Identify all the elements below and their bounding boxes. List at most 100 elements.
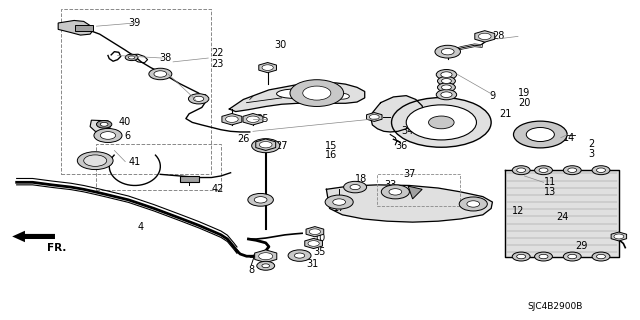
Text: 11: 11	[543, 177, 556, 187]
Circle shape	[259, 142, 272, 149]
Circle shape	[513, 121, 567, 148]
Circle shape	[568, 254, 577, 259]
Circle shape	[252, 139, 280, 153]
Bar	[378, 174, 461, 206]
Polygon shape	[222, 114, 242, 125]
Circle shape	[592, 252, 610, 261]
Text: 35: 35	[314, 247, 326, 257]
Polygon shape	[256, 139, 276, 150]
Polygon shape	[367, 113, 382, 122]
Text: 42: 42	[211, 184, 224, 194]
Circle shape	[563, 252, 581, 261]
Text: 37: 37	[403, 169, 415, 179]
Text: 7: 7	[248, 257, 255, 267]
Text: 25: 25	[256, 114, 269, 124]
Circle shape	[369, 115, 379, 119]
Bar	[76, 25, 93, 31]
Circle shape	[257, 261, 275, 270]
Circle shape	[512, 166, 530, 175]
Circle shape	[389, 189, 402, 195]
Circle shape	[94, 128, 122, 142]
Circle shape	[288, 250, 311, 261]
Polygon shape	[611, 232, 627, 241]
Circle shape	[596, 168, 605, 172]
Circle shape	[442, 85, 451, 90]
Polygon shape	[12, 231, 55, 242]
Text: 38: 38	[159, 53, 172, 63]
Circle shape	[129, 56, 135, 59]
Text: 36: 36	[396, 141, 408, 151]
Circle shape	[516, 254, 525, 259]
Circle shape	[344, 181, 367, 193]
Bar	[97, 144, 221, 190]
Circle shape	[438, 76, 456, 85]
Ellipse shape	[276, 89, 315, 99]
Text: 23: 23	[211, 60, 224, 69]
Polygon shape	[58, 20, 93, 35]
Circle shape	[435, 45, 461, 58]
Text: 41: 41	[129, 156, 141, 167]
Polygon shape	[259, 62, 276, 73]
Circle shape	[592, 166, 610, 175]
Circle shape	[534, 252, 552, 261]
Circle shape	[526, 127, 554, 141]
Text: 28: 28	[492, 31, 505, 41]
Circle shape	[406, 105, 476, 140]
Circle shape	[441, 72, 452, 77]
Text: 29: 29	[575, 241, 588, 251]
Ellipse shape	[335, 93, 349, 99]
Circle shape	[193, 96, 204, 101]
Polygon shape	[326, 185, 492, 222]
Text: 17: 17	[333, 203, 345, 213]
Text: 3: 3	[588, 148, 595, 159]
Text: 18: 18	[355, 174, 367, 184]
Circle shape	[325, 195, 353, 209]
Text: 12: 12	[511, 206, 524, 216]
Circle shape	[534, 166, 552, 175]
Polygon shape	[243, 114, 263, 125]
Circle shape	[262, 65, 273, 70]
Circle shape	[84, 155, 107, 166]
Text: 40: 40	[119, 117, 131, 127]
Polygon shape	[475, 31, 495, 42]
Circle shape	[516, 168, 525, 172]
Text: 24: 24	[556, 212, 569, 222]
Circle shape	[188, 94, 209, 104]
Polygon shape	[408, 186, 422, 199]
Circle shape	[596, 254, 605, 259]
Text: 8: 8	[248, 265, 255, 275]
Text: 31: 31	[306, 259, 318, 268]
Circle shape	[254, 197, 267, 203]
Circle shape	[441, 92, 452, 98]
Circle shape	[248, 194, 273, 206]
Circle shape	[88, 157, 103, 164]
Circle shape	[309, 229, 321, 235]
Text: 25: 25	[195, 94, 208, 104]
Circle shape	[333, 199, 346, 205]
Circle shape	[429, 116, 454, 129]
Circle shape	[350, 185, 360, 190]
Polygon shape	[229, 83, 365, 112]
Circle shape	[436, 90, 457, 100]
Circle shape	[308, 241, 319, 246]
Text: 10: 10	[314, 233, 326, 243]
Circle shape	[225, 116, 238, 122]
Circle shape	[77, 152, 113, 170]
Text: FR.: FR.	[47, 244, 66, 253]
Text: 32: 32	[255, 196, 268, 206]
Circle shape	[125, 54, 138, 60]
Circle shape	[436, 69, 457, 80]
Text: 30: 30	[274, 40, 286, 50]
Polygon shape	[305, 238, 323, 249]
Text: 39: 39	[129, 18, 141, 28]
Text: 6: 6	[124, 131, 130, 141]
Circle shape	[442, 78, 451, 84]
Circle shape	[97, 121, 112, 128]
Circle shape	[100, 132, 116, 139]
Text: 2: 2	[588, 139, 595, 149]
Text: 33: 33	[384, 180, 396, 190]
Circle shape	[149, 68, 172, 80]
Text: 22: 22	[211, 48, 224, 58]
Text: SJC4B2900B: SJC4B2900B	[527, 302, 583, 311]
Circle shape	[539, 168, 548, 172]
